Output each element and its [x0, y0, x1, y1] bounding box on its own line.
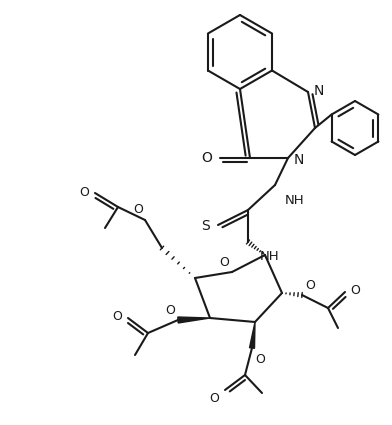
Text: O: O: [201, 151, 212, 165]
Text: O: O: [165, 304, 175, 317]
Text: O: O: [209, 392, 219, 405]
Text: O: O: [133, 203, 143, 216]
Text: O: O: [112, 311, 122, 323]
Text: O: O: [350, 283, 360, 297]
Text: O: O: [255, 353, 265, 366]
Text: O: O: [79, 185, 89, 198]
Text: NH: NH: [285, 194, 305, 207]
Text: NH: NH: [260, 250, 279, 263]
Text: O: O: [219, 256, 229, 269]
Text: S: S: [201, 219, 210, 233]
Text: O: O: [305, 279, 315, 292]
Text: N: N: [314, 84, 324, 98]
Text: N: N: [294, 153, 304, 167]
Polygon shape: [178, 317, 210, 323]
Polygon shape: [250, 322, 255, 348]
